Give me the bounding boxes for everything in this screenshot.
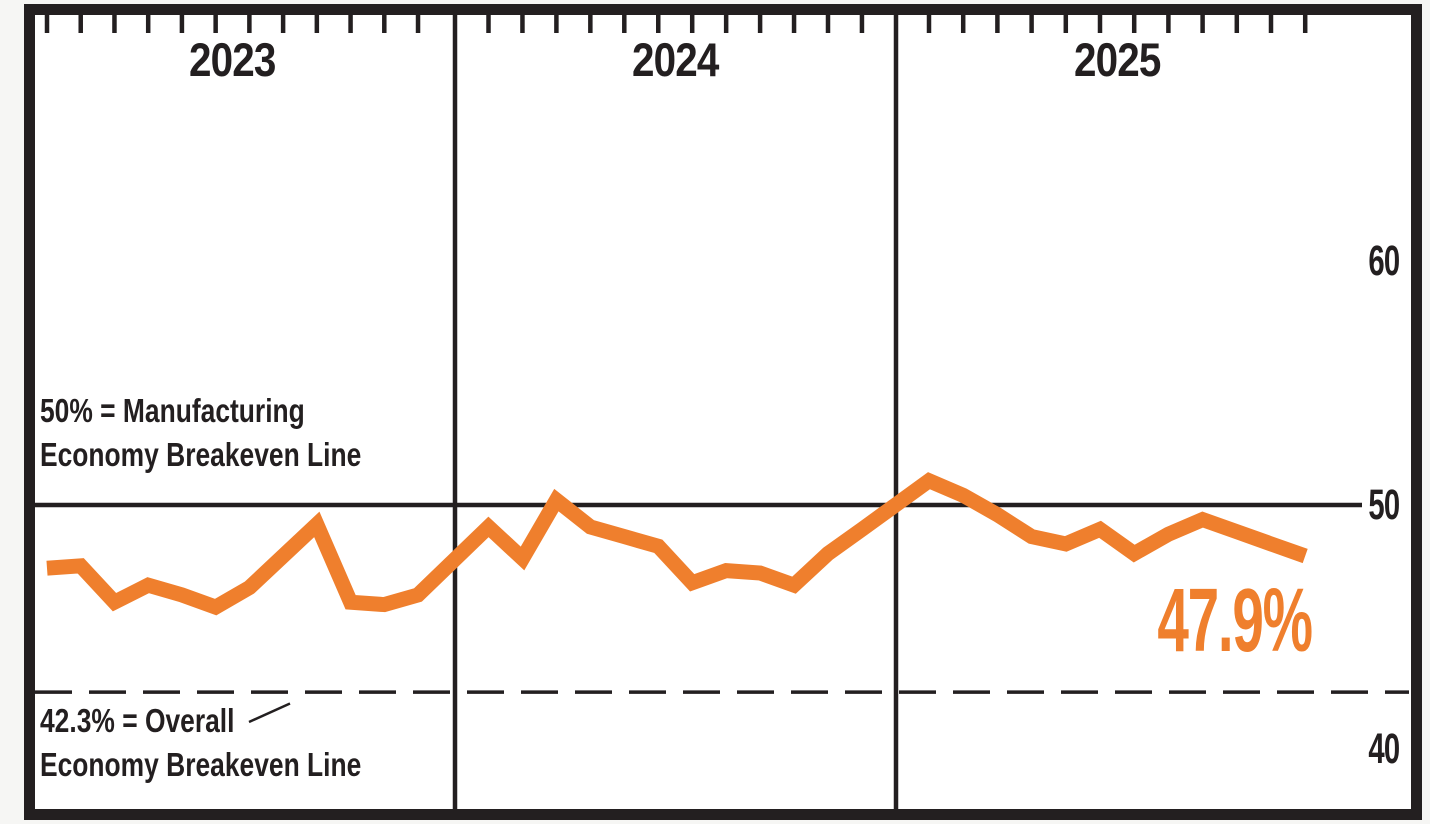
latest-pmi-value: 47.9% bbox=[1157, 571, 1314, 671]
y-axis-label-40: 40 bbox=[1368, 725, 1400, 773]
chart-frame bbox=[24, 4, 1422, 820]
y-axis-label-50: 50 bbox=[1368, 481, 1400, 529]
manufacturing-breakeven-note: 50% = Manufacturing Economy Breakeven Li… bbox=[40, 389, 442, 477]
month-ticks bbox=[44, 15, 1308, 33]
note-line: 42.3% = Overall bbox=[40, 702, 235, 739]
annotation-leader-line bbox=[248, 702, 291, 724]
note-line: 50% = Manufacturing bbox=[40, 392, 305, 429]
note-line: Economy Breakeven Line bbox=[40, 436, 362, 473]
year-label-2023: 2023 bbox=[188, 33, 276, 86]
year-label-2025: 2025 bbox=[1073, 33, 1161, 86]
y-axis-label-60: 60 bbox=[1368, 237, 1400, 285]
year-label-2024: 2024 bbox=[631, 33, 719, 86]
pmi-series-line bbox=[46, 472, 1308, 616]
note-line: Economy Breakeven Line bbox=[40, 746, 362, 783]
overall-breakeven-note: 42.3% = Overall Economy Breakeven Line bbox=[40, 699, 442, 787]
